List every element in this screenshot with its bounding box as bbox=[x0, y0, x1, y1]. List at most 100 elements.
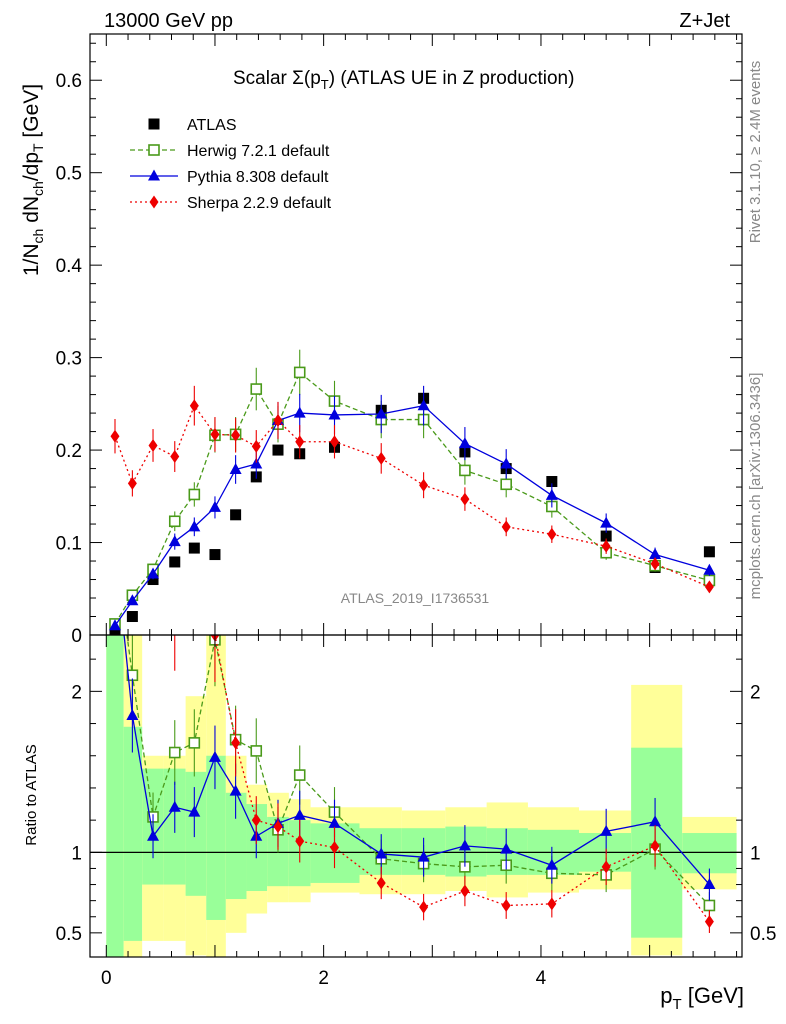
legend-label: Sherpa 2.2.9 default bbox=[187, 195, 332, 212]
y-tick-label: 0.6 bbox=[56, 71, 82, 92]
series-sherpa bbox=[174, 635, 714, 933]
data-point bbox=[419, 900, 429, 914]
data-point bbox=[417, 850, 430, 862]
main-plot-series bbox=[108, 349, 716, 635]
y-tick-label: 0 bbox=[71, 626, 82, 647]
data-point bbox=[459, 464, 471, 477]
ratio-band-inner bbox=[225, 792, 247, 900]
data-point bbox=[251, 439, 261, 453]
ratio-band-inner bbox=[185, 771, 207, 896]
data-point bbox=[208, 750, 221, 762]
series-line bbox=[114, 404, 710, 588]
data-point bbox=[168, 746, 181, 759]
data-point bbox=[168, 515, 181, 528]
data-point bbox=[376, 451, 386, 465]
axes: 0 0.1 0.2 0.3 0.4 0.5 0.6 0.5 0.5 1 1 2 2 0 2 4 bbox=[56, 33, 776, 989]
data-point bbox=[417, 399, 430, 411]
data-point bbox=[210, 427, 220, 441]
legend-marker bbox=[149, 195, 159, 209]
data-point bbox=[188, 488, 201, 501]
data-point bbox=[147, 829, 160, 841]
legend: ATLAS Herwig 7.2.1 default Pythia 8.308 de… bbox=[130, 117, 332, 212]
data-point bbox=[108, 619, 121, 631]
data-point bbox=[168, 535, 181, 547]
data-point bbox=[293, 406, 306, 418]
y-tick-label: 0.2 bbox=[56, 441, 82, 462]
data-point bbox=[704, 580, 714, 594]
data-point bbox=[500, 457, 513, 469]
ratio-y-axis-label: Ratio to ATLAS bbox=[23, 744, 40, 845]
data-point bbox=[703, 563, 716, 575]
data-point bbox=[295, 435, 305, 449]
data-point bbox=[229, 462, 242, 474]
data-point bbox=[600, 824, 613, 836]
data-point bbox=[546, 476, 558, 488]
legend-item: Pythia 8.308 default bbox=[130, 169, 329, 186]
data-point bbox=[547, 897, 557, 911]
data-point bbox=[147, 567, 160, 579]
data-point bbox=[460, 492, 470, 506]
data-point bbox=[375, 847, 388, 859]
data-point bbox=[650, 557, 660, 571]
legend-marker bbox=[148, 144, 160, 156]
data-point bbox=[126, 611, 138, 623]
data-point bbox=[188, 805, 201, 817]
data-point bbox=[293, 808, 306, 820]
y-tick-label: 0.1 bbox=[56, 534, 82, 555]
side-rivet-label: Rivet 3.1.10, ≥ 2.4M events bbox=[747, 61, 764, 244]
y-tick-label: 0.5 bbox=[56, 164, 82, 185]
data-point bbox=[230, 509, 242, 521]
data-point bbox=[328, 408, 341, 420]
ratio-frame bbox=[89, 634, 743, 958]
data-point bbox=[293, 769, 306, 781]
data-point bbox=[126, 709, 139, 720]
data-point bbox=[229, 784, 242, 796]
data-point bbox=[419, 478, 429, 492]
data-point bbox=[273, 413, 283, 427]
legend-item: ATLAS bbox=[148, 117, 237, 134]
data-point bbox=[231, 736, 241, 750]
data-point bbox=[188, 542, 200, 554]
data-point bbox=[703, 546, 715, 558]
data-point bbox=[501, 520, 511, 534]
legend-marker bbox=[148, 169, 160, 181]
data-point bbox=[650, 839, 660, 853]
data-point bbox=[500, 478, 512, 491]
data-point bbox=[500, 842, 513, 854]
series-sherpa bbox=[110, 385, 714, 594]
x-axis-label: pT [GeV] bbox=[660, 983, 744, 1013]
data-point bbox=[188, 737, 201, 749]
x-tick-label: 4 bbox=[536, 968, 547, 989]
x-tick-label: 0 bbox=[101, 968, 112, 989]
data-point bbox=[703, 899, 716, 912]
data-point bbox=[600, 516, 613, 528]
data-point bbox=[376, 876, 386, 890]
y-tick-label: 0.4 bbox=[56, 256, 83, 277]
data-point bbox=[293, 366, 306, 379]
data-point bbox=[250, 383, 263, 395]
legend-item: Sherpa 2.2.9 default bbox=[130, 195, 332, 212]
ratio-y-tick-label-right: 1 bbox=[750, 843, 761, 864]
header-left: 13000 GeV pp bbox=[104, 10, 233, 32]
data-point bbox=[458, 437, 471, 449]
data-point bbox=[601, 860, 611, 874]
data-point bbox=[703, 878, 716, 890]
data-point bbox=[547, 527, 557, 541]
data-point bbox=[251, 813, 261, 827]
data-point bbox=[168, 800, 181, 812]
ratio-y-tick-label: 1 bbox=[71, 843, 82, 864]
data-point bbox=[170, 450, 180, 464]
data-point bbox=[148, 438, 158, 452]
data-point bbox=[601, 539, 611, 553]
data-point bbox=[208, 500, 221, 512]
data-point bbox=[328, 816, 341, 828]
data-point bbox=[704, 915, 714, 929]
legend-label: Herwig 7.2.1 default bbox=[187, 143, 330, 160]
ratio-y-tick-label: 0.5 bbox=[56, 924, 82, 945]
legend-label: ATLAS bbox=[187, 117, 237, 134]
y-tick-label: 0.3 bbox=[56, 349, 82, 370]
data-point bbox=[501, 898, 511, 912]
x-tick-label: 2 bbox=[318, 968, 329, 989]
data-point bbox=[231, 428, 241, 442]
